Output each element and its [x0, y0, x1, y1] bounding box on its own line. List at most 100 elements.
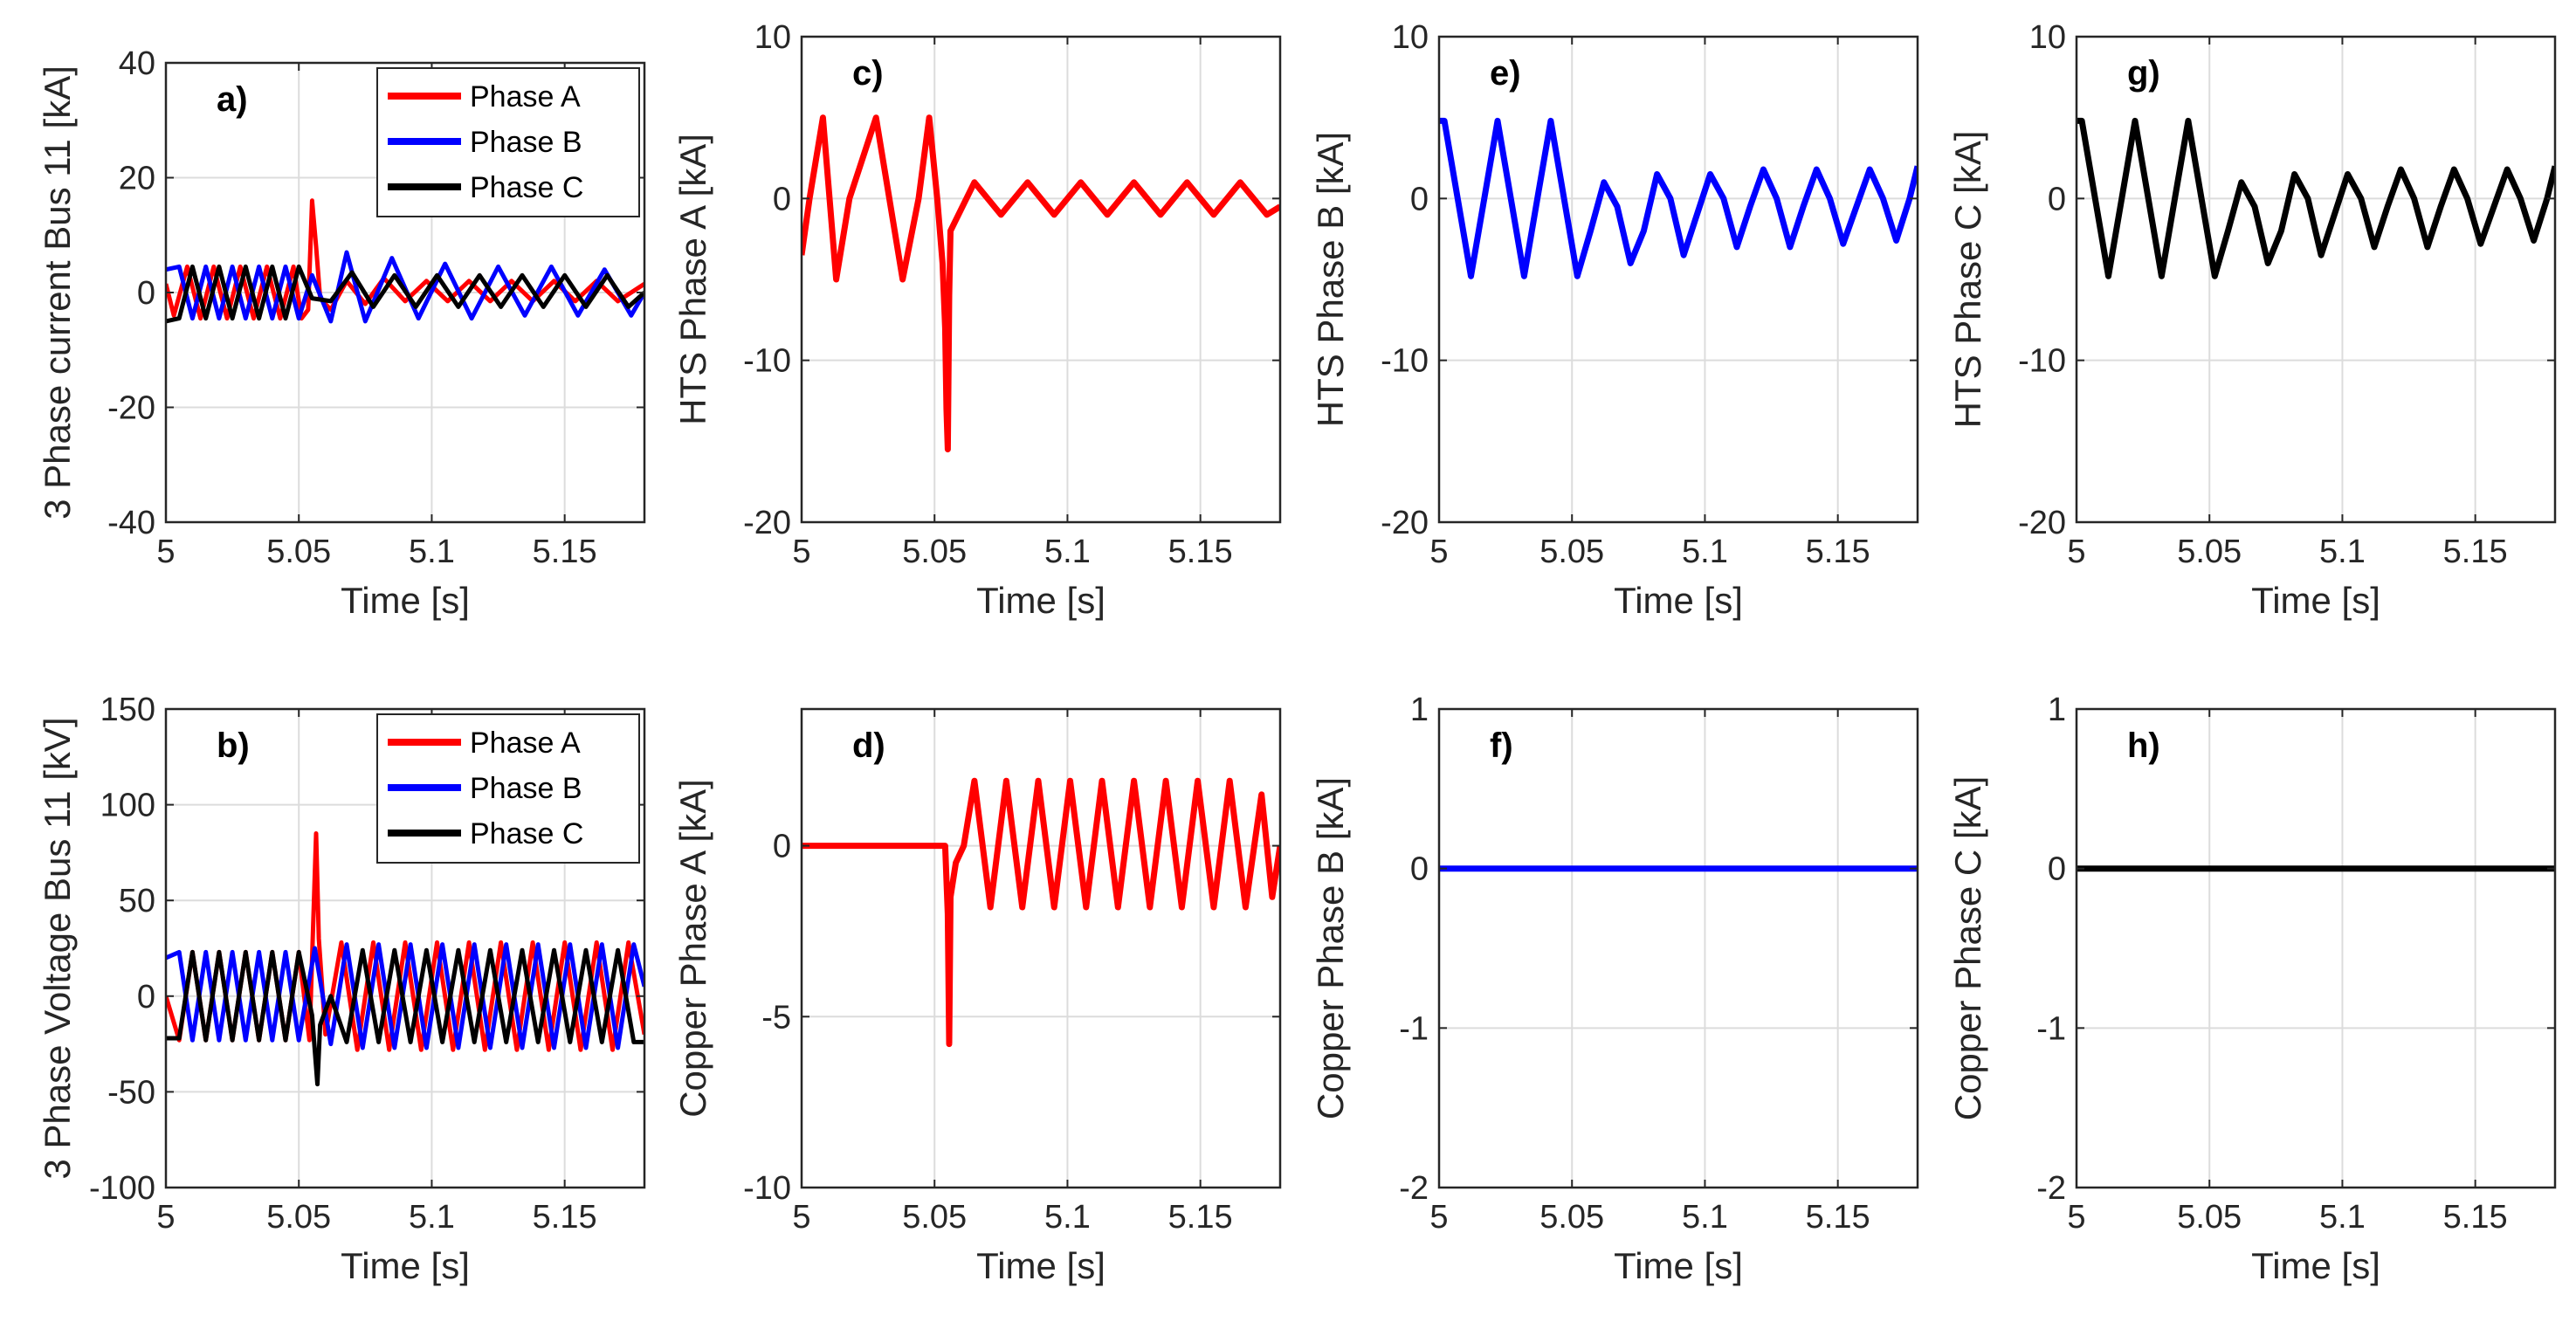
axes-frame — [2075, 707, 2557, 1189]
x-tick-label: 5.1 — [2319, 1199, 2366, 1236]
x-tick-label: 5.15 — [1806, 534, 1870, 570]
y-axis-label: Copper Phase C [kA] — [1947, 776, 1988, 1121]
legend-label: Phase B — [470, 772, 582, 805]
series-line-series-1 — [802, 777, 1280, 1048]
y-tick-label: 50 — [119, 883, 155, 919]
x-tick-label: 5.05 — [266, 1199, 331, 1236]
y-tick-label: -50 — [107, 1074, 155, 1111]
x-tick-label: 5.05 — [902, 1199, 967, 1236]
x-tick-label: 5.05 — [2177, 534, 2242, 570]
x-tick-label: 5.1 — [409, 1199, 455, 1236]
x-tick-label: 5.15 — [533, 1199, 597, 1236]
series-line-phase-c — [166, 264, 644, 324]
y-tick-label: 40 — [119, 45, 155, 82]
x-tick-label: 5.15 — [2443, 534, 2508, 570]
x-axis-label: Time [s] — [2251, 580, 2380, 621]
panel-tag: f) — [1490, 726, 1513, 765]
x-tick-label: 5.1 — [1044, 1199, 1091, 1236]
series-line-series-1 — [802, 114, 1280, 453]
axes-frame — [800, 35, 1282, 524]
y-tick-label: -20 — [1381, 505, 1429, 541]
panel-f: 5 5.05 5.1 5.15 -2 -1 0 1 Time [s] Copper Phase B… — [1310, 692, 1919, 1286]
x-axis-label: Time [s] — [976, 580, 1105, 621]
x-tick-label: 5.15 — [1806, 1199, 1870, 1236]
y-axis-label: HTS Phase C [kA] — [1947, 131, 1988, 429]
x-tick-label: 5.05 — [266, 534, 331, 570]
plot-area — [1439, 709, 1918, 1188]
x-axis-label: Time [s] — [976, 1245, 1105, 1286]
x-axis-label: Time [s] — [341, 1245, 470, 1286]
x-tick-label: 5 — [792, 1199, 810, 1236]
y-tick-label: -20 — [107, 390, 155, 427]
y-tick-label: 0 — [2048, 181, 2066, 217]
y-axis-label: Copper Phase A [kA] — [672, 779, 713, 1118]
y-tick-label: -10 — [1381, 343, 1429, 380]
y-axis-label: 3 Phase current Bus 11 [kA] — [37, 65, 78, 520]
y-tick-label: 1 — [2048, 692, 2066, 728]
y-tick-label: 150 — [100, 692, 155, 728]
legend-label: Phase A — [470, 726, 581, 760]
x-tick-label: 5 — [1429, 1199, 1448, 1236]
series-line-phase-c — [166, 947, 644, 1087]
panel-g: 5 5.05 5.1 5.15 -20 -10 0 10 Time [s] HTS Phase C… — [1947, 19, 2557, 621]
series-line-series-1 — [1439, 117, 1918, 279]
legend: Phase A Phase B Phase C — [376, 67, 640, 217]
x-tick-label: 5.05 — [1539, 1199, 1604, 1236]
panel-d: 5 5.05 5.1 5.15 -10 -5 0 Time [s] Copper Phase A… — [672, 707, 1282, 1286]
legend: Phase A Phase B Phase C — [376, 713, 640, 864]
y-axis-label: HTS Phase B [kA] — [1310, 132, 1351, 427]
x-tick-label: 5 — [1429, 534, 1448, 570]
x-tick-label: 5.1 — [409, 534, 455, 570]
x-tick-label: 5.15 — [2443, 1199, 2508, 1236]
x-tick-label: 5 — [2067, 534, 2085, 570]
panel-h: 5 5.05 5.1 5.15 -2 -1 0 1 Time [s] Copper Phase C… — [1947, 692, 2557, 1286]
y-axis-label: HTS Phase A [kA] — [672, 134, 713, 425]
y-tick-label: 10 — [2029, 19, 2066, 56]
axes-frame — [2075, 35, 2557, 524]
x-tick-label: 5.1 — [1682, 534, 1728, 570]
x-tick-label: 5.05 — [902, 534, 967, 570]
x-tick-label: 5.05 — [1539, 534, 1604, 570]
x-axis-label: Time [s] — [1614, 580, 1743, 621]
panel-tag: e) — [1490, 54, 1521, 93]
x-axis-label: Time [s] — [1614, 1245, 1743, 1286]
x-axis-label: Time [s] — [341, 580, 470, 621]
y-tick-label: -20 — [743, 505, 791, 541]
y-tick-label: -10 — [743, 343, 791, 380]
legend-label: Phase B — [470, 126, 582, 159]
y-tick-label: 0 — [1410, 181, 1429, 217]
legend-label: Phase C — [470, 171, 583, 204]
legend-label: Phase C — [470, 817, 583, 850]
panel-tag: d) — [852, 726, 885, 765]
panel-tag: c) — [852, 54, 884, 93]
x-tick-label: 5.15 — [533, 534, 597, 570]
y-tick-label: -1 — [2036, 1010, 2066, 1047]
panel-tag: g) — [2127, 54, 2160, 93]
panel-b: 5 5.05 5.1 5.15 -100 -50 0 50 100 150 Time [s] 3 Ph… — [37, 692, 646, 1286]
x-tick-label: 5 — [2067, 1199, 2085, 1236]
y-tick-label: -40 — [107, 505, 155, 541]
plot-area — [1439, 37, 1918, 522]
y-tick-label: 0 — [1410, 851, 1429, 888]
panel-tag: h) — [2127, 726, 2160, 765]
x-tick-label: 5.05 — [2177, 1199, 2242, 1236]
plot-area — [2077, 709, 2555, 1188]
y-tick-label: 10 — [1392, 19, 1429, 56]
axes-frame — [1437, 35, 1919, 524]
y-tick-label: 0 — [137, 979, 155, 1016]
y-tick-label: 1 — [1410, 692, 1429, 728]
y-tick-label: -100 — [89, 1170, 155, 1207]
y-tick-label: 0 — [773, 181, 791, 217]
x-tick-label: 5 — [156, 1199, 175, 1236]
panel-e: 5 5.05 5.1 5.15 -20 -10 0 10 Time [s] HTS Phase B… — [1310, 19, 1919, 621]
y-tick-label: 20 — [119, 161, 155, 197]
x-tick-label: 5.1 — [1044, 534, 1091, 570]
y-axis-label: 3 Phase Voltage Bus 11 [kV] — [37, 717, 78, 1179]
panel-c: 5 5.05 5.1 5.15 -20 -10 0 10 Time [s] HTS Phase A… — [672, 19, 1282, 621]
y-tick-label: -2 — [2036, 1170, 2066, 1207]
legend-label: Phase A — [470, 80, 581, 114]
x-tick-label: 5.1 — [1682, 1199, 1728, 1236]
x-axis-label: Time [s] — [2251, 1245, 2380, 1286]
series-line-series-1 — [2077, 117, 2555, 279]
